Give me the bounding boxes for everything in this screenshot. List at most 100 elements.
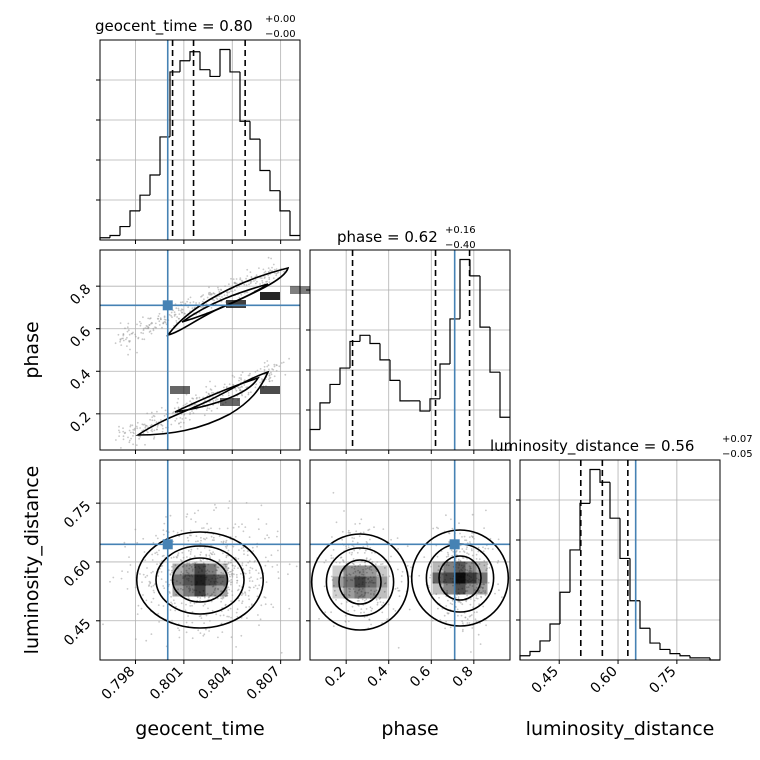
scatter-point-phase-vs-luminosity-distance [397,646,400,649]
density-cell-phase-vs-luminosity-distance-1 [454,561,466,573]
scatter-point-phase-vs-luminosity-distance [451,599,454,602]
scatter-point-geocent-time-vs-phase [205,391,208,394]
scatter-point-geocent-time-vs-luminosity-distance [246,550,249,552]
scatter-point-geocent-time-vs-luminosity-distance [152,570,154,573]
scatter-point-geocent-time-vs-luminosity-distance [187,572,190,575]
scatter-point-phase-vs-luminosity-distance [406,545,409,548]
scatter-point-geocent-time-vs-luminosity-distance [189,601,192,604]
scatter-point-geocent-time-vs-phase [129,424,132,426]
scatter-point-phase-vs-luminosity-distance [479,643,482,645]
density-cell-phase-vs-luminosity-distance-0 [343,576,355,588]
scatter-point-geocent-time-vs-phase [173,407,176,410]
scatter-point-geocent-time-vs-phase [148,331,151,333]
scatter-point-geocent-time-vs-phase [184,312,186,315]
scatter-point-geocent-time-vs-phase [205,385,208,388]
scatter-point-geocent-time-vs-luminosity-distance [228,573,231,576]
scatter-point-geocent-time-vs-phase [142,432,145,435]
scatter-point-geocent-time-vs-luminosity-distance [174,609,177,612]
hist-bar-geocent-time-17 [269,170,280,192]
scatter-point-geocent-time-vs-luminosity-distance [191,570,194,572]
scatter-point-geocent-time-vs-luminosity-distance [168,591,171,593]
scatter-point-geocent-time-vs-luminosity-distance [254,584,257,587]
scatter-point-geocent-time-vs-luminosity-distance [152,597,155,600]
density-layer [170,286,488,599]
scatter-point-geocent-time-vs-luminosity-distance [216,566,219,569]
scatter-point-geocent-time-vs-luminosity-distance [199,615,202,617]
scatter-point-geocent-time-vs-phase [130,332,133,335]
scatter-point-phase-vs-luminosity-distance [368,568,371,571]
scatter-point-phase-vs-luminosity-distance [437,527,439,530]
scatter-point-geocent-time-vs-phase [231,374,234,377]
scatter-point-geocent-time-vs-phase [268,281,271,284]
scatter-point-geocent-time-vs-luminosity-distance [215,506,218,509]
scatter-point-geocent-time-vs-luminosity-distance [174,564,177,567]
scatter-point-geocent-time-vs-phase [192,301,195,303]
density-cell-phase-vs-luminosity-distance-1 [465,583,477,595]
scatter-point-geocent-time-vs-phase [127,353,129,356]
scatter-point-phase-vs-luminosity-distance [332,549,335,551]
scatter-point-geocent-time-vs-luminosity-distance [234,535,237,538]
scatter-point-geocent-time-vs-phase [168,313,171,316]
scatter-point-geocent-time-vs-luminosity-distance [226,592,229,595]
scatter-point-geocent-time-vs-phase [192,397,195,400]
scatter-point-phase-vs-luminosity-distance [406,564,409,567]
truth-layer [100,40,637,660]
scatter-point-geocent-time-vs-phase [214,399,217,402]
scatter-point-phase-vs-luminosity-distance [440,583,443,586]
contour-geocent-time-vs-luminosity-distance-0-2 [135,531,265,629]
scatter-point-geocent-time-vs-luminosity-distance [169,609,172,611]
scatter-point-phase-vs-luminosity-distance [449,626,452,629]
scatter-point-geocent-time-vs-luminosity-distance [185,515,188,518]
scatter-point-geocent-time-vs-phase [217,286,219,289]
scatter-point-phase-vs-luminosity-distance [451,561,454,563]
scatter-point-phase-vs-luminosity-distance [497,583,499,586]
density-cell-phase-vs-luminosity-distance-1 [465,561,477,573]
scatter-point-phase-vs-luminosity-distance [445,583,448,586]
scatter-point-geocent-time-vs-phase [233,282,236,284]
scatter-point-geocent-time-vs-phase [128,340,130,342]
scatter-point-geocent-time-vs-phase [164,321,167,324]
scatter-point-geocent-time-vs-luminosity-distance [208,596,211,598]
scatter-point-phase-vs-luminosity-distance [374,563,377,566]
scatter-point-phase-vs-luminosity-distance [331,579,334,581]
scatter-point-phase-vs-luminosity-distance [348,590,351,593]
density-cell-phase-vs-luminosity-distance-0 [354,587,366,599]
scatter-point-geocent-time-vs-phase [122,435,125,438]
scatter-point-geocent-time-vs-luminosity-distance [295,565,298,568]
scatter-point-geocent-time-vs-luminosity-distance [239,572,242,575]
scatter-point-geocent-time-vs-phase [125,338,127,341]
scatter-point-geocent-time-vs-phase [126,336,128,339]
scatter-point-phase-vs-luminosity-distance [482,590,485,592]
scatter-point-phase-vs-luminosity-distance [478,563,481,565]
scatter-point-geocent-time-vs-phase [262,268,265,271]
scatter-point-geocent-time-vs-phase [158,324,161,326]
scatter-point-geocent-time-vs-phase [140,331,143,334]
truth-marker-geocent-time-vs-phase [162,300,173,311]
scatter-point-phase-vs-luminosity-distance [471,532,473,534]
scatter-point-geocent-time-vs-phase [177,307,180,310]
scatter-point-geocent-time-vs-luminosity-distance [220,597,223,600]
scatter-point-phase-vs-luminosity-distance [384,567,386,569]
scatter-point-geocent-time-vs-phase [245,277,248,280]
scatter-point-geocent-time-vs-phase [198,396,201,399]
title-luminosity-distance-plus: +0.07 [722,434,753,445]
scatter-point-geocent-time-vs-luminosity-distance [258,528,260,531]
scatter-point-phase-vs-luminosity-distance [381,622,383,624]
scatter-point-geocent-time-vs-phase [191,410,193,412]
scatter-point-phase-vs-luminosity-distance [470,651,472,653]
scatter-point-geocent-time-vs-phase [272,368,275,371]
scatter-point-geocent-time-vs-phase [189,296,192,299]
density-cell-phase-vs-luminosity-distance-0 [354,565,366,577]
scatter-point-phase-vs-luminosity-distance [368,618,371,621]
scatter-point-geocent-time-vs-luminosity-distance [226,545,229,547]
scatter-point-geocent-time-vs-luminosity-distance [190,518,193,521]
scatter-point-geocent-time-vs-phase [267,256,270,259]
scatter-point-geocent-time-vs-luminosity-distance [229,561,232,564]
scatter-point-geocent-time-vs-phase [146,412,149,415]
scatter-point-geocent-time-vs-luminosity-distance [226,594,229,597]
scatter-point-geocent-time-vs-luminosity-distance [134,586,137,589]
scatter-point-geocent-time-vs-phase [234,289,236,292]
scatter-point-geocent-time-vs-phase [195,397,198,400]
scatter-point-phase-vs-luminosity-distance [351,566,353,569]
scatter-point-geocent-time-vs-luminosity-distance [153,591,156,594]
